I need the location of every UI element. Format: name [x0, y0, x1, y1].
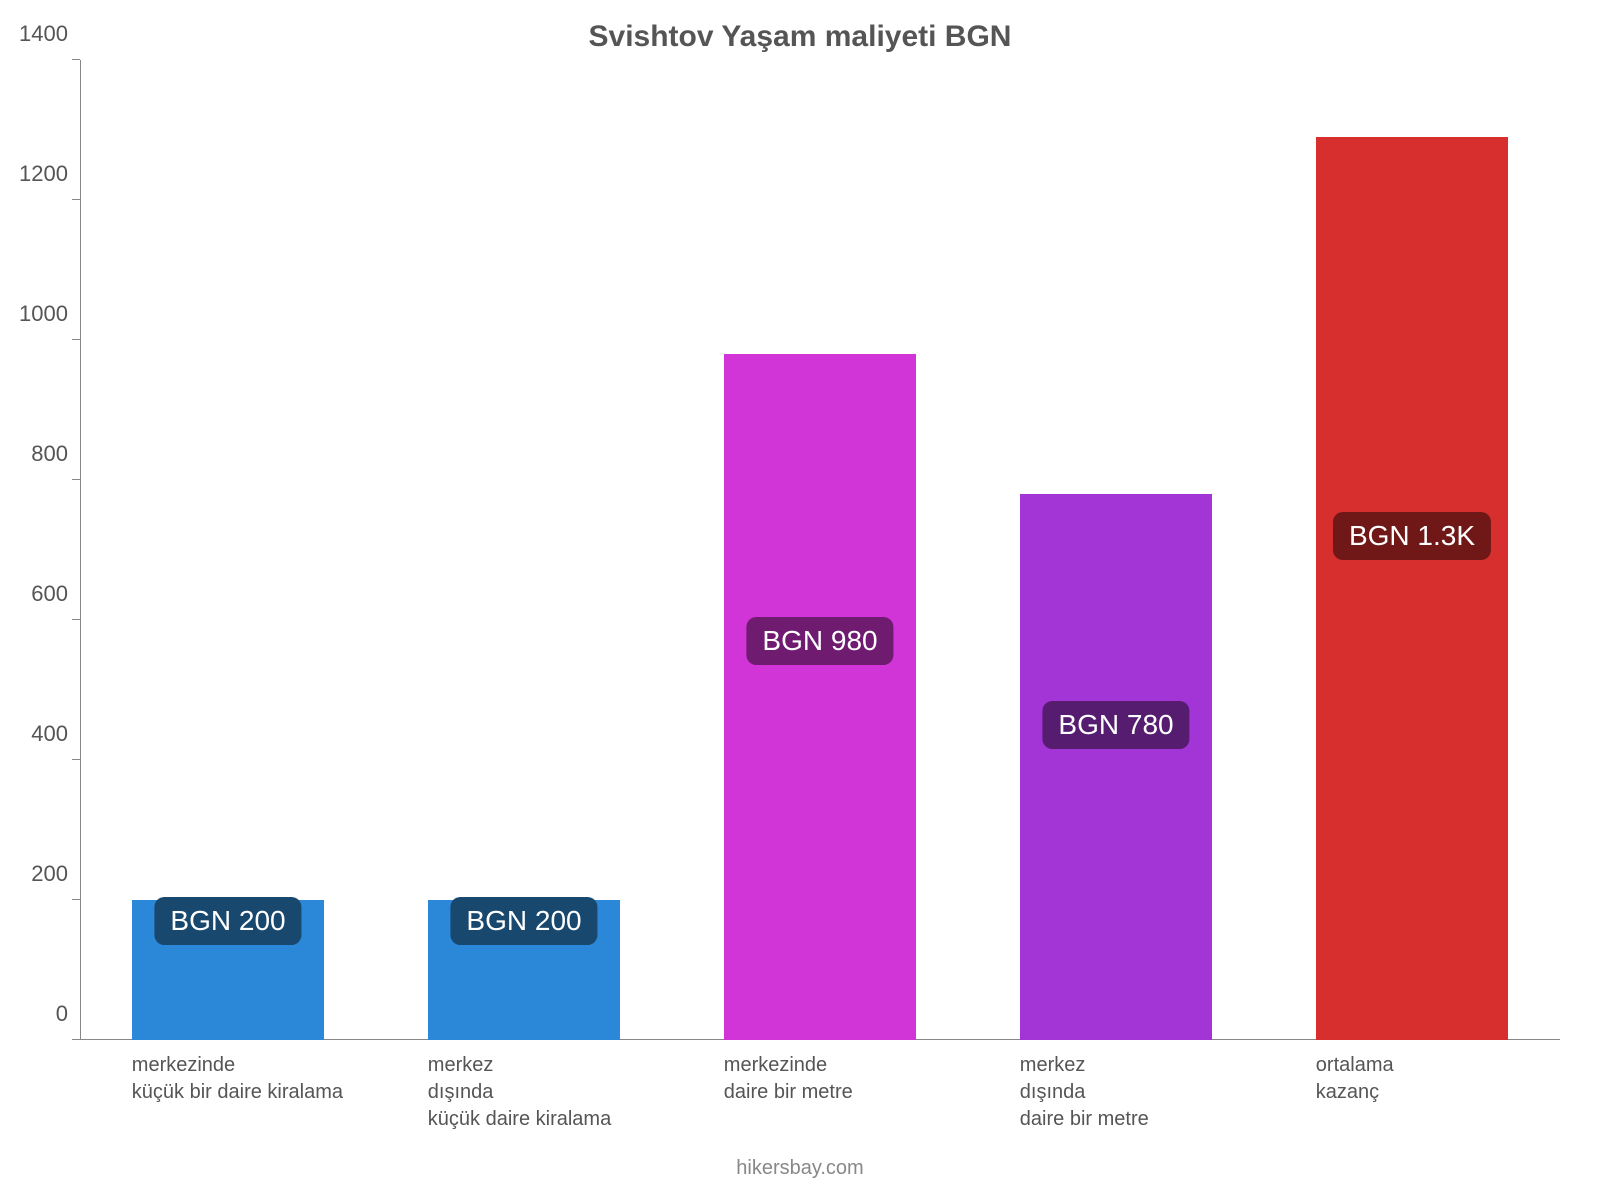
bar-value-badge: BGN 980: [746, 617, 893, 665]
y-tick-mark: [72, 619, 80, 620]
x-tick-label: ortalama kazanç: [1316, 1052, 1394, 1106]
bar: [1020, 494, 1212, 1040]
y-tick-label: 800: [31, 441, 68, 467]
bar-value-badge: BGN 1.3K: [1333, 512, 1491, 560]
y-tick-label: 1200: [19, 161, 68, 187]
y-axis-line: [80, 60, 81, 1040]
x-tick-label: merkez dışında küçük daire kiralama: [428, 1052, 611, 1133]
bar-value-badge: BGN 200: [154, 897, 301, 945]
y-tick-label: 200: [31, 861, 68, 887]
y-tick-mark: [72, 199, 80, 200]
y-tick-mark: [72, 1039, 80, 1040]
bar: [724, 354, 916, 1040]
y-tick-mark: [72, 899, 80, 900]
x-tick-label: merkez dışında daire bir metre: [1020, 1052, 1149, 1133]
y-tick-mark: [72, 479, 80, 480]
chart-title: Svishtov Yaşam maliyeti BGN: [0, 20, 1600, 54]
bar-value-badge: BGN 780: [1042, 701, 1189, 749]
y-tick-mark: [72, 759, 80, 760]
x-tick-label: merkezinde küçük bir daire kiralama: [132, 1052, 343, 1106]
chart-footer: hikersbay.com: [0, 1157, 1600, 1180]
y-tick-label: 0: [56, 1001, 68, 1027]
bar: [1316, 137, 1508, 1040]
plot-area: 0200400600800100012001400BGN 200merkezin…: [80, 60, 1560, 1040]
chart-container: Svishtov Yaşam maliyeti BGN 020040060080…: [0, 0, 1600, 1200]
x-tick-label: merkezinde daire bir metre: [724, 1052, 853, 1106]
y-tick-label: 1400: [19, 21, 68, 47]
bar-value-badge: BGN 200: [450, 897, 597, 945]
y-tick-mark: [72, 339, 80, 340]
y-tick-label: 600: [31, 581, 68, 607]
y-tick-mark: [72, 59, 80, 60]
y-tick-label: 400: [31, 721, 68, 747]
y-tick-label: 1000: [19, 301, 68, 327]
